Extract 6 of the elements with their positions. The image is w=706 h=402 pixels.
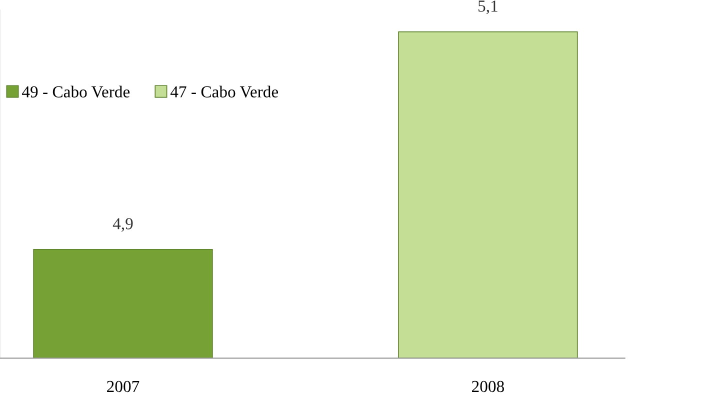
data-label: 5,1 bbox=[478, 0, 498, 14]
x-tick-label: 2008 bbox=[472, 380, 504, 392]
x-tick-label: 2007 bbox=[107, 380, 140, 392]
data-label: 4,9 bbox=[112, 218, 133, 232]
legend-label: 47 - Cabo Verde bbox=[170, 86, 278, 98]
legend-label: 49 - Cabo Verde bbox=[22, 86, 130, 98]
